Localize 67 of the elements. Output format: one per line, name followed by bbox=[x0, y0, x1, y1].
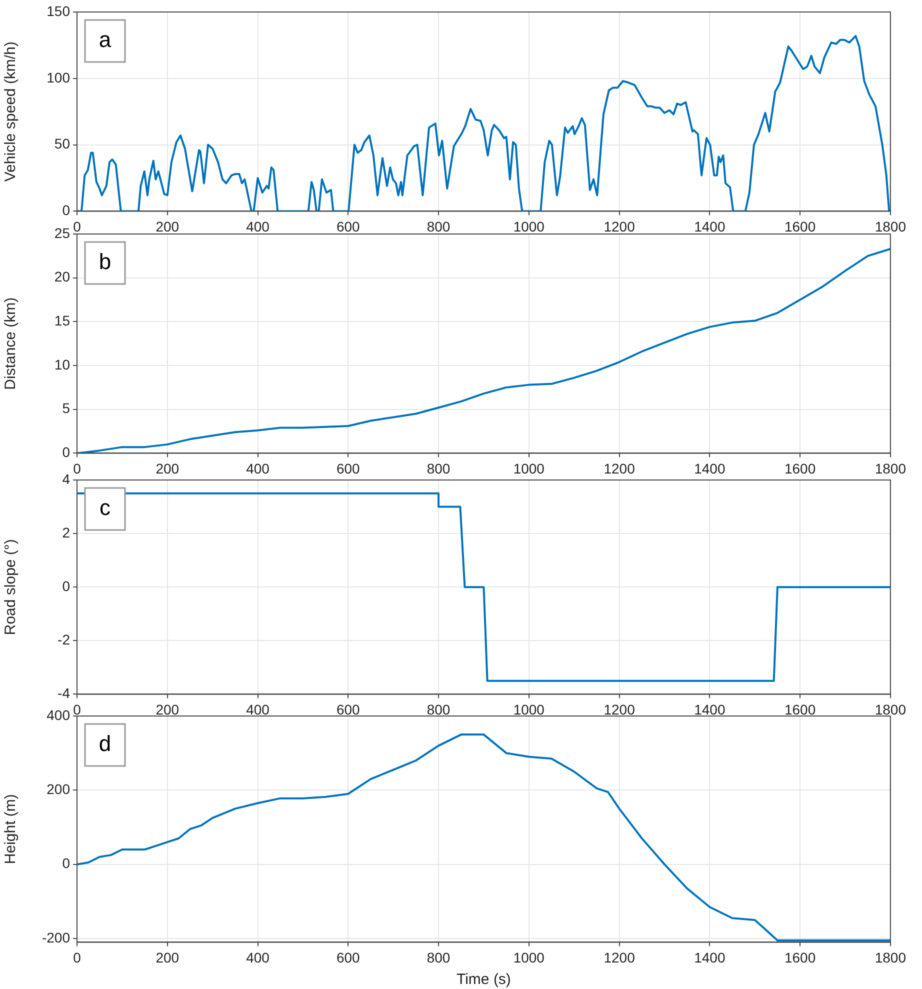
x-tick-label: 200 bbox=[156, 701, 180, 718]
annotation: c bbox=[100, 495, 110, 520]
y-tick-label: 0 bbox=[62, 578, 70, 594]
y-tick-label: -4 bbox=[58, 685, 70, 702]
x-tick-label: 0 bbox=[73, 460, 82, 476]
x-tick-label: 1800 bbox=[874, 949, 906, 966]
y-tick-label: 2 bbox=[62, 524, 70, 540]
x-tick-label: 600 bbox=[336, 949, 360, 966]
x-tick-label: 1000 bbox=[513, 218, 545, 234]
x-tick-label: 600 bbox=[336, 218, 360, 234]
x-tick-label: 1600 bbox=[784, 460, 816, 476]
y-tick-label: 100 bbox=[46, 69, 70, 86]
y-tick-label: -2 bbox=[58, 632, 70, 648]
y-tick-label: 5 bbox=[62, 400, 70, 416]
annotation: a bbox=[98, 27, 112, 52]
y-axis-title: Distance (km) bbox=[2, 297, 20, 390]
x-tick-label: 1400 bbox=[694, 218, 726, 234]
x-tick-label: 400 bbox=[246, 460, 270, 476]
x-tick-label: 800 bbox=[426, 460, 450, 476]
y-tick-label: 0 bbox=[62, 855, 70, 872]
x-tick-label: 800 bbox=[426, 949, 450, 966]
y-tick-label: 150 bbox=[46, 2, 70, 19]
x-tick-label: 1400 bbox=[694, 949, 726, 966]
x-tick-label: 1200 bbox=[604, 949, 636, 966]
x-tick-label: 1800 bbox=[874, 218, 906, 234]
x-tick-label: 0 bbox=[73, 218, 82, 234]
x-tick-label: 1200 bbox=[604, 460, 636, 476]
y-tick-label: 50 bbox=[54, 136, 70, 152]
x-tick-label: 1200 bbox=[604, 701, 636, 718]
y-tick-label: 20 bbox=[54, 268, 70, 285]
x-tick-label: 1000 bbox=[513, 460, 545, 476]
x-tick-label: 1000 bbox=[513, 701, 545, 718]
x-tick-label: 800 bbox=[426, 218, 450, 234]
y-tick-label: 200 bbox=[46, 781, 70, 798]
x-tick-label: 1400 bbox=[694, 460, 726, 476]
x-tick-label: 1400 bbox=[694, 701, 726, 718]
y-tick-label: -200 bbox=[42, 929, 70, 946]
x-tick-label: 600 bbox=[336, 460, 360, 476]
y-axis-title: Road slope (°) bbox=[2, 539, 20, 636]
y-tick-label: 0 bbox=[62, 444, 70, 460]
x-axis-title: Time (s) bbox=[456, 971, 511, 988]
y-axis-title: Vehicle speed (km/h) bbox=[2, 42, 20, 182]
x-tick-label: 1600 bbox=[784, 701, 816, 718]
x-tick-label: 1600 bbox=[784, 218, 816, 234]
x-tick-label: 400 bbox=[246, 701, 270, 718]
x-tick-label: 400 bbox=[246, 218, 270, 234]
x-tick-label: 0 bbox=[73, 949, 82, 966]
x-tick-label: 0 bbox=[73, 701, 82, 718]
x-tick-label: 200 bbox=[156, 218, 180, 234]
x-tick-label: 200 bbox=[156, 460, 180, 476]
x-tick-label: 1000 bbox=[513, 949, 545, 966]
x-tick-label: 400 bbox=[246, 949, 270, 966]
annotation: d bbox=[98, 731, 112, 756]
y-tick-label: 4 bbox=[62, 470, 70, 487]
x-tick-label: 1800 bbox=[874, 460, 906, 476]
y-tick-label: 10 bbox=[54, 356, 70, 372]
annotation: b bbox=[98, 249, 112, 274]
x-tick-label: 800 bbox=[426, 701, 450, 718]
x-tick-label: 1800 bbox=[874, 701, 906, 718]
y-tick-label: 0 bbox=[62, 202, 70, 218]
y-axis-title: Height (m) bbox=[2, 794, 20, 864]
x-tick-label: 1200 bbox=[604, 218, 636, 234]
x-tick-label: 1600 bbox=[784, 949, 816, 966]
y-tick-label: 15 bbox=[54, 312, 70, 329]
x-tick-label: 600 bbox=[336, 701, 360, 718]
x-tick-label: 200 bbox=[156, 949, 180, 966]
y-tick-label: 25 bbox=[54, 224, 70, 241]
